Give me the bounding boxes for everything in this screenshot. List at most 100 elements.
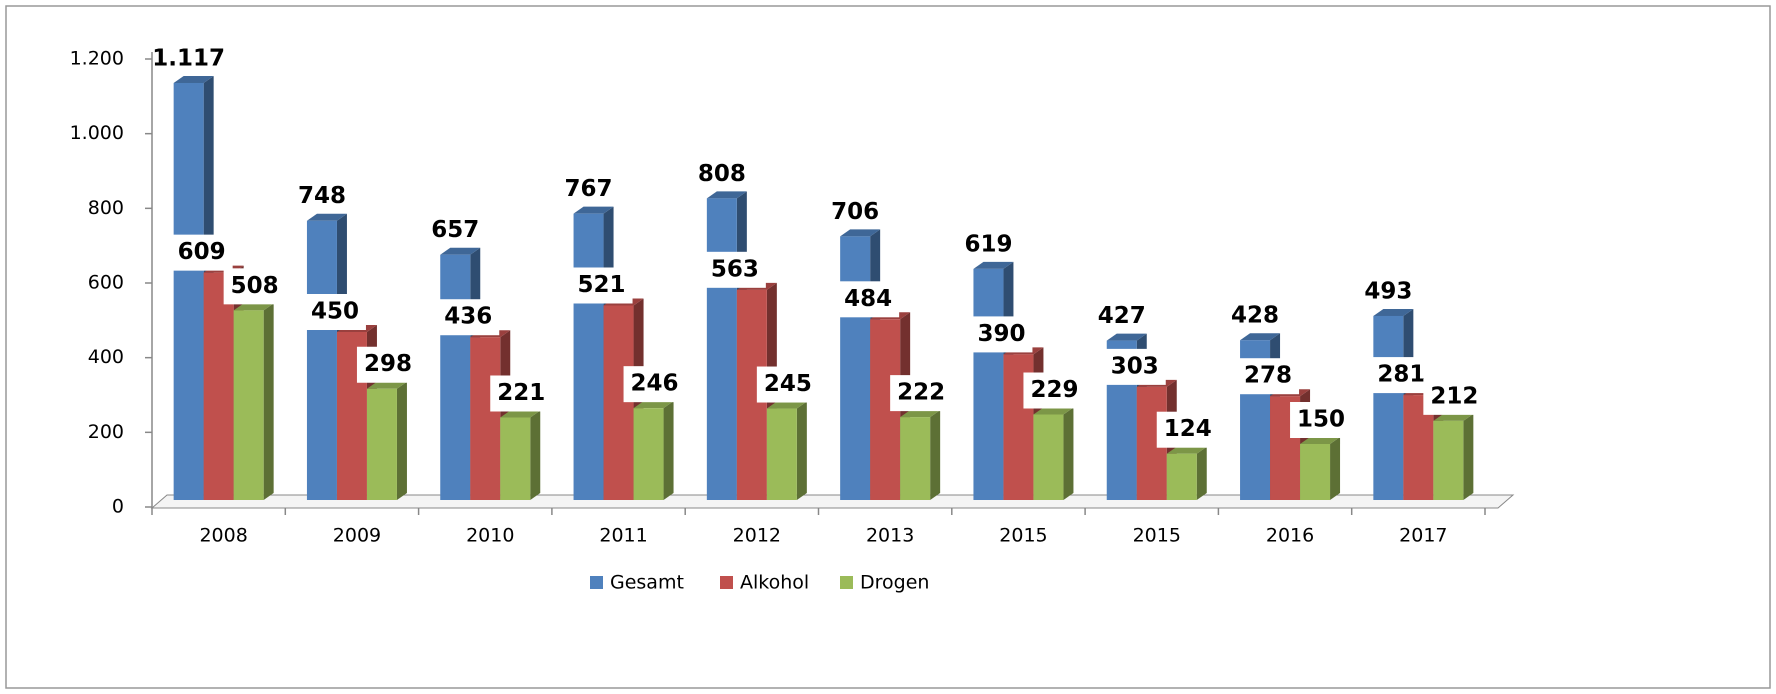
value-label: 619	[964, 231, 1012, 257]
x-tick-label: 2013	[866, 525, 914, 547]
value-label: 303	[1111, 353, 1159, 379]
bar-top	[1300, 437, 1341, 444]
value-label: 428	[1231, 303, 1279, 329]
legend-swatch	[720, 576, 733, 589]
bar	[173, 82, 204, 500]
bar-side	[930, 410, 941, 500]
bar-top	[173, 75, 214, 83]
bar	[1433, 420, 1464, 500]
value-label-bg	[570, 267, 633, 304]
value-label-bg	[756, 366, 819, 403]
bar	[573, 213, 604, 501]
bar-top	[366, 381, 407, 389]
bar-side	[1196, 446, 1207, 500]
bar-top	[1240, 333, 1281, 341]
bar	[1300, 444, 1331, 500]
bar	[500, 417, 531, 500]
bar	[1373, 315, 1404, 500]
value-label-bg	[1423, 378, 1486, 415]
bar-top	[900, 410, 941, 418]
value-label-bg	[490, 375, 553, 412]
value-label: 563	[711, 256, 759, 282]
value-label-bg	[1290, 402, 1353, 438]
bar	[203, 272, 234, 500]
x-tick-label: 2009	[333, 525, 381, 547]
value-label: 390	[977, 321, 1025, 347]
bar-side	[263, 303, 274, 500]
bar-side	[1063, 407, 1074, 500]
value-label: 521	[578, 272, 626, 298]
value-label-bg	[1370, 357, 1433, 394]
x-tick-label: 2015	[1133, 525, 1181, 547]
value-label-bg	[623, 366, 686, 403]
value-label: 246	[631, 371, 679, 397]
value-label: 436	[444, 304, 492, 330]
bar-side	[1463, 413, 1474, 500]
x-tick-label: 2016	[1266, 525, 1314, 547]
bar-side	[1330, 437, 1341, 500]
value-label-bg	[1237, 358, 1300, 395]
y-tick-label: 1.000	[70, 122, 124, 144]
bar-top	[633, 401, 674, 409]
bar-top	[1106, 333, 1147, 341]
value-label: 493	[1364, 278, 1412, 304]
bar	[900, 417, 931, 500]
bar-top	[840, 229, 881, 237]
bar	[603, 305, 634, 500]
bar	[233, 310, 264, 500]
value-label-bg	[1023, 372, 1086, 409]
bar-top	[1033, 407, 1074, 415]
bar	[840, 236, 871, 500]
x-tick-label: 2008	[199, 525, 247, 547]
value-label: 212	[1430, 383, 1478, 409]
bar	[440, 254, 471, 500]
value-label: 1.117	[152, 45, 225, 71]
value-label: 278	[1244, 363, 1292, 389]
value-label-bg	[170, 234, 233, 271]
value-label: 808	[698, 161, 746, 187]
value-label: 124	[1164, 416, 1212, 442]
value-label-bg	[223, 268, 286, 305]
value-label: 427	[1098, 303, 1146, 329]
value-label: 748	[298, 183, 346, 209]
value-label: 484	[844, 286, 892, 312]
bar	[766, 408, 797, 500]
bar-top	[233, 303, 274, 311]
bar-side	[796, 401, 807, 500]
bar-top	[973, 261, 1014, 269]
y-tick-label: 400	[88, 346, 124, 368]
bar-top	[1166, 446, 1207, 454]
value-label-bg	[1156, 411, 1219, 448]
value-label-bg	[303, 294, 366, 330]
value-label: 281	[1377, 362, 1425, 388]
bar-top	[500, 410, 541, 418]
value-label: 245	[764, 371, 812, 397]
x-tick-label: 2015	[999, 525, 1047, 547]
x-tick-label: 2011	[599, 525, 647, 547]
value-label: 150	[1297, 407, 1345, 433]
legend-label: Drogen	[860, 572, 929, 594]
legend-label: Gesamt	[610, 572, 684, 594]
value-label-bg	[890, 375, 953, 412]
bar-top	[573, 206, 614, 214]
value-label: 508	[231, 273, 279, 299]
value-label: 222	[897, 380, 945, 406]
value-label: 657	[431, 217, 479, 243]
value-label: 298	[364, 351, 412, 377]
value-label-bg	[837, 281, 900, 318]
bar	[973, 268, 1004, 500]
bar	[1033, 414, 1064, 500]
bar-top	[1433, 413, 1474, 421]
bar	[470, 337, 501, 500]
bar-top	[1373, 308, 1414, 316]
y-tick-label: 800	[88, 197, 124, 219]
value-label-bg	[970, 316, 1033, 353]
legend-swatch	[590, 576, 603, 589]
bar	[306, 220, 337, 500]
y-tick-label: 200	[88, 421, 124, 443]
value-label: 706	[831, 199, 879, 225]
value-label: 229	[1030, 377, 1078, 403]
value-label: 221	[497, 380, 545, 406]
value-label: 767	[565, 176, 613, 202]
